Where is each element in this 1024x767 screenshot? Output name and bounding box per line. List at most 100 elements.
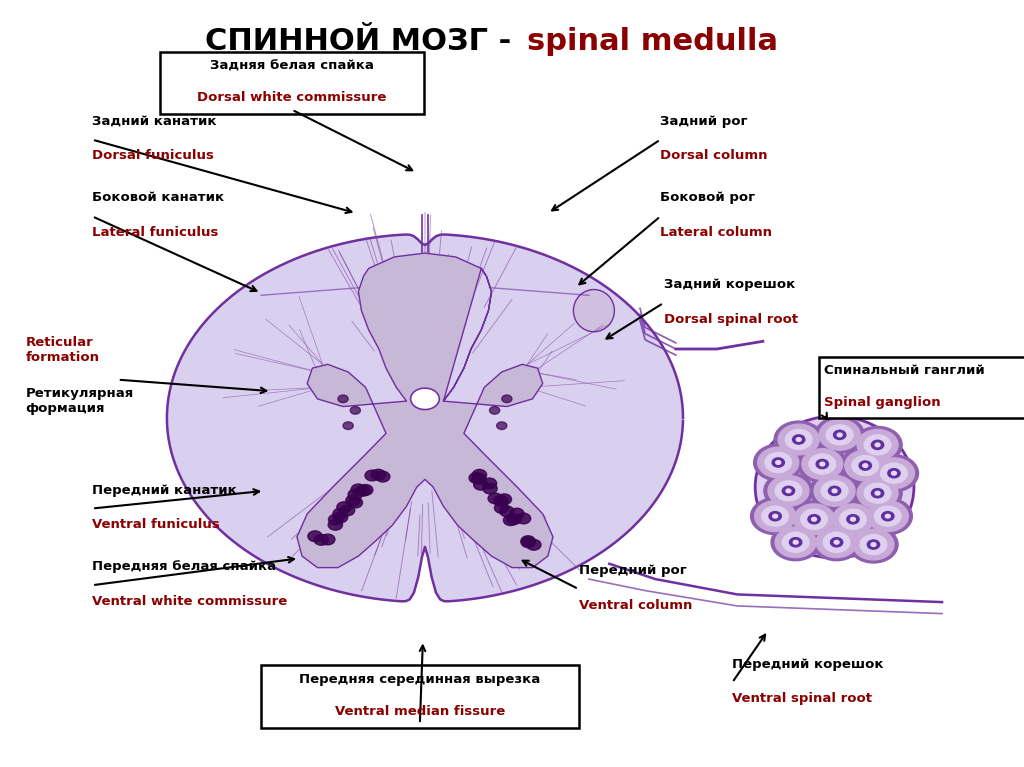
Circle shape [853, 475, 902, 512]
Circle shape [500, 506, 514, 517]
Circle shape [864, 435, 891, 455]
Polygon shape [297, 253, 553, 568]
Circle shape [888, 469, 900, 478]
Circle shape [775, 481, 802, 501]
Text: Spinal ganglion: Spinal ganglion [824, 396, 941, 409]
Circle shape [308, 531, 323, 542]
Circle shape [810, 472, 859, 509]
Text: spinal medulla: spinal medulla [527, 27, 778, 56]
Circle shape [833, 489, 837, 492]
Circle shape [348, 497, 362, 508]
Circle shape [823, 532, 850, 552]
Text: Ventral funiculus: Ventral funiculus [92, 518, 220, 532]
Circle shape [814, 476, 855, 506]
Circle shape [871, 489, 884, 498]
Circle shape [853, 529, 894, 560]
Circle shape [764, 472, 813, 509]
Circle shape [871, 440, 884, 449]
Circle shape [376, 471, 390, 482]
Circle shape [821, 481, 848, 501]
Circle shape [510, 509, 524, 519]
Circle shape [835, 541, 839, 544]
Circle shape [873, 458, 914, 489]
Circle shape [314, 535, 329, 545]
Text: Задний рог: Задний рог [660, 115, 748, 128]
Circle shape [857, 478, 898, 509]
Circle shape [498, 494, 512, 505]
Circle shape [516, 513, 530, 524]
Circle shape [820, 463, 824, 466]
Circle shape [802, 449, 843, 479]
Circle shape [819, 420, 860, 450]
Circle shape [826, 425, 853, 445]
Circle shape [521, 536, 536, 547]
Circle shape [521, 537, 536, 548]
Circle shape [859, 461, 871, 470]
Text: Боковой канатик: Боковой канатик [92, 192, 224, 205]
Circle shape [365, 470, 379, 481]
Circle shape [828, 501, 878, 538]
Circle shape [329, 519, 343, 530]
Circle shape [845, 450, 886, 481]
Circle shape [853, 426, 902, 463]
Circle shape [371, 469, 385, 480]
Circle shape [773, 515, 777, 518]
FancyBboxPatch shape [160, 52, 424, 114]
Circle shape [778, 424, 819, 455]
FancyBboxPatch shape [819, 357, 1024, 418]
Circle shape [769, 512, 781, 521]
Circle shape [797, 438, 801, 441]
Circle shape [338, 395, 348, 403]
Circle shape [765, 453, 792, 472]
Text: Передняя белая спайка: Передняя белая спайка [92, 561, 276, 574]
Circle shape [793, 435, 805, 444]
Circle shape [774, 421, 823, 458]
Text: Dorsal white commissure: Dorsal white commissure [198, 91, 386, 104]
Circle shape [840, 509, 866, 529]
Text: Dorsal funiculus: Dorsal funiculus [92, 150, 214, 163]
Circle shape [502, 395, 512, 403]
Text: Lateral column: Lateral column [660, 226, 772, 239]
Circle shape [794, 504, 835, 535]
Circle shape [762, 506, 788, 526]
Circle shape [751, 498, 800, 535]
Circle shape [871, 543, 876, 546]
Circle shape [526, 539, 541, 550]
Circle shape [886, 515, 890, 518]
Text: Боковой рог: Боковой рог [660, 192, 756, 205]
Circle shape [411, 388, 439, 410]
Circle shape [346, 495, 360, 506]
Circle shape [758, 447, 799, 478]
Circle shape [768, 476, 809, 506]
Circle shape [755, 501, 796, 532]
Circle shape [812, 518, 816, 521]
Circle shape [816, 459, 828, 469]
Text: Ventral column: Ventral column [579, 599, 692, 612]
Text: Спинальный ганглий: Спинальный ганглий [824, 364, 985, 377]
Text: СПИННОЙ МОЗГ -: СПИННОЙ МОЗГ - [206, 27, 522, 56]
Circle shape [321, 534, 335, 545]
Circle shape [474, 479, 488, 490]
Circle shape [869, 455, 919, 492]
Text: Задний корешок: Задний корешок [664, 278, 795, 291]
Circle shape [329, 514, 343, 525]
Text: Reticular
formation: Reticular formation [26, 336, 99, 364]
Circle shape [790, 501, 839, 538]
Circle shape [874, 506, 901, 526]
Circle shape [809, 454, 836, 474]
Text: Передний рог: Передний рог [579, 565, 686, 578]
Circle shape [350, 407, 360, 414]
Circle shape [348, 489, 362, 500]
Circle shape [340, 505, 354, 515]
Circle shape [785, 430, 812, 449]
Circle shape [786, 489, 791, 492]
Circle shape [881, 463, 907, 483]
Circle shape [815, 416, 864, 453]
Circle shape [834, 430, 846, 439]
Circle shape [337, 502, 351, 512]
Circle shape [847, 515, 859, 524]
Circle shape [892, 472, 896, 475]
Circle shape [472, 473, 486, 484]
Circle shape [782, 532, 809, 552]
Circle shape [798, 446, 847, 482]
